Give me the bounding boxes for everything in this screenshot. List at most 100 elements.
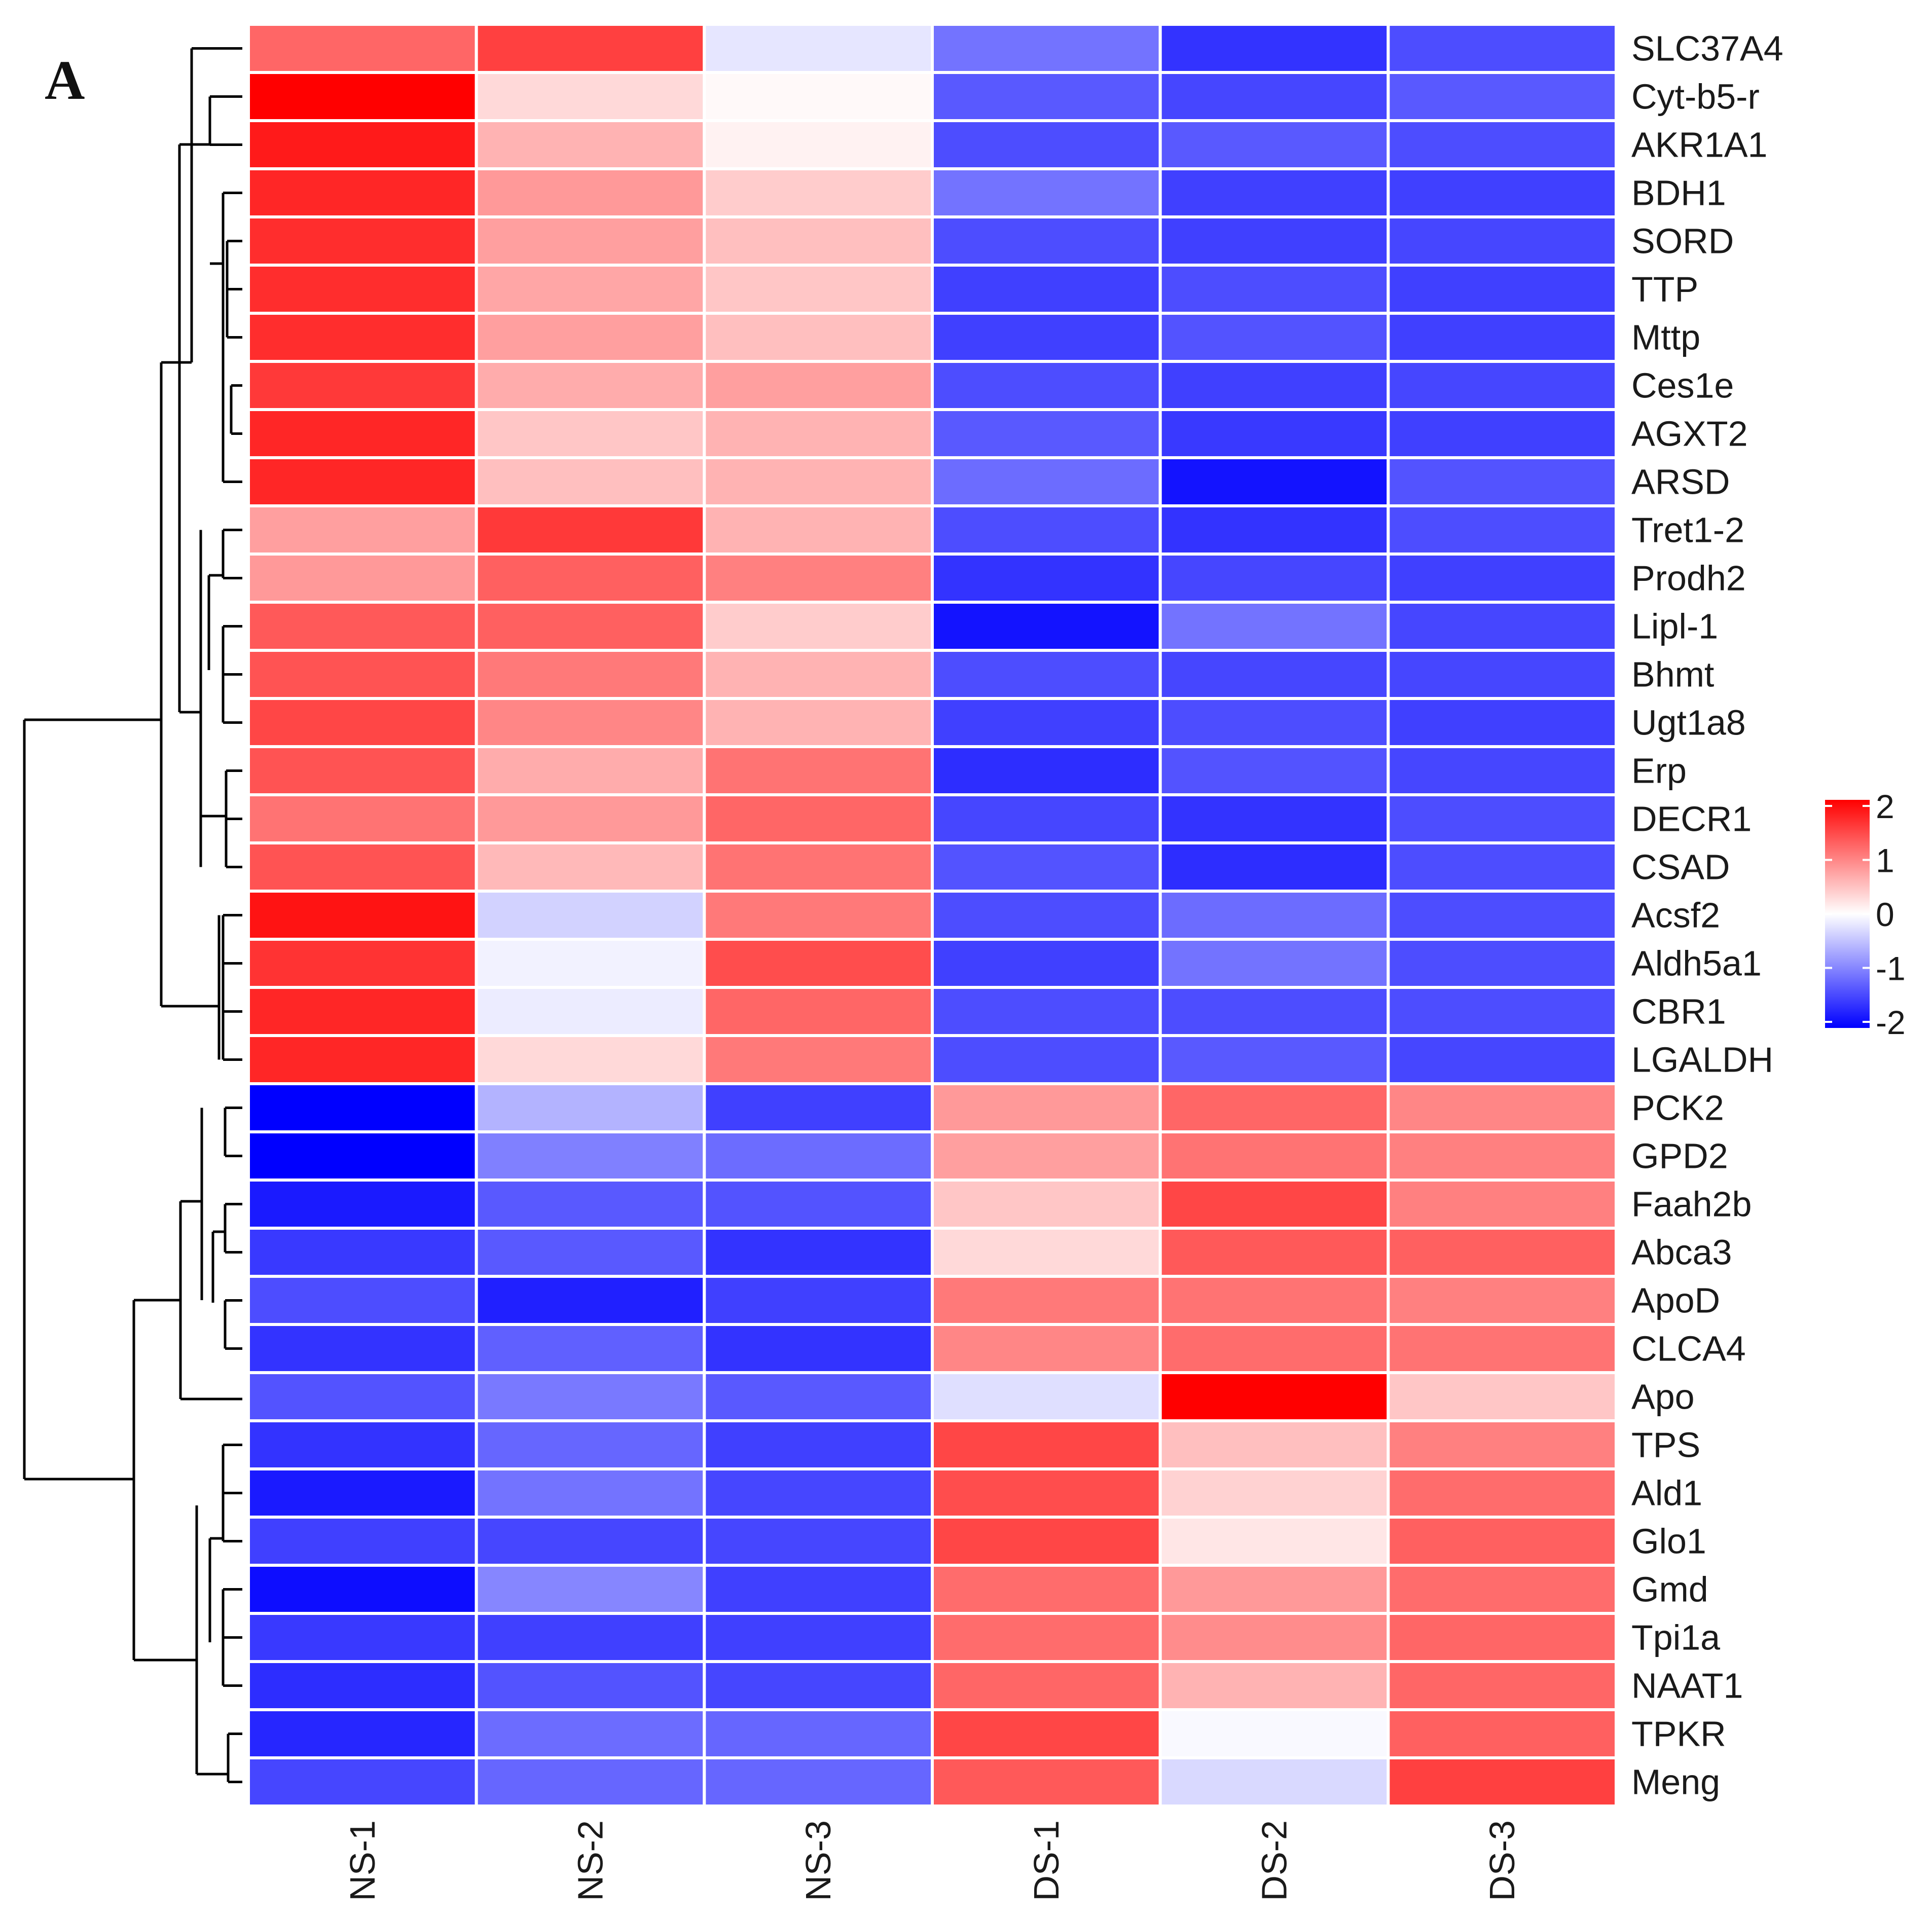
heatmap-cell-Faah2b-NS-3 — [703, 1179, 934, 1230]
heatmap-cell-TPKR-DS-2 — [1158, 1708, 1390, 1759]
heatmap-cell-Abca3-NS-2 — [475, 1227, 706, 1278]
heatmap-cell-PCK2-DS-3 — [1387, 1082, 1618, 1133]
heatmap-cell-AGXT2-DS-2 — [1158, 408, 1390, 459]
heatmap-cell-ARSD-DS-2 — [1158, 456, 1390, 507]
row-label: TPKR — [1631, 1714, 1726, 1754]
heatmap-cell-Erp-NS-2 — [475, 745, 706, 796]
heatmap-cell-Lipl-1-DS-2 — [1158, 601, 1390, 652]
heatmap-cell-Erp-NS-3 — [703, 745, 934, 796]
heatmap-cell-DECR1-DS-3 — [1387, 793, 1618, 844]
heatmap-cell-NAAT1-NS-2 — [475, 1660, 706, 1711]
heatmap-cell-Abca3-DS-2 — [1158, 1227, 1390, 1278]
heatmap-cell-Apo-NS-2 — [475, 1371, 706, 1422]
row-label: ApoD — [1631, 1281, 1720, 1320]
heatmap-cell-Apo-DS-2 — [1158, 1371, 1390, 1422]
heatmap-cell-Gmd-DS-3 — [1387, 1564, 1618, 1615]
heatmap-cell-GPD2-NS-3 — [703, 1130, 934, 1182]
heatmap-cell-ApoD-NS-3 — [703, 1275, 934, 1326]
heatmap-cell-AKR1A1-NS-1 — [247, 119, 478, 170]
row-label: Acsf2 — [1631, 896, 1720, 935]
heatmap-cell-ApoD-NS-2 — [475, 1275, 706, 1326]
heatmap-cell-Lipl-1-NS-3 — [703, 601, 934, 652]
heatmap-cell-CBR1-NS-3 — [703, 986, 934, 1037]
row-label: TTP — [1631, 270, 1698, 309]
heatmap-cell-SORD-NS-2 — [475, 215, 706, 267]
row-label: Abca3 — [1631, 1233, 1732, 1272]
heatmap-cell-SLC37A4-NS-2 — [475, 23, 706, 74]
heatmap-cell-Meng-NS-2 — [475, 1756, 706, 1808]
heatmap-cell-SORD-NS-1 — [247, 215, 478, 267]
heatmap-cell-Ugt1a8-DS-1 — [931, 697, 1162, 748]
heatmap-cell-BDH1-DS-1 — [931, 167, 1162, 218]
heatmap-cell-Glo1-NS-3 — [703, 1516, 934, 1567]
legend-tick-label: 0 — [1876, 896, 1894, 933]
heatmap-cell-Acsf2-NS-2 — [475, 890, 706, 941]
heatmap-cell-Glo1-DS-2 — [1158, 1516, 1390, 1567]
heatmap-cell-AKR1A1-NS-2 — [475, 119, 706, 170]
heatmap-cell-Mttp-NS-1 — [247, 312, 478, 363]
row-label: LGALDH — [1631, 1040, 1773, 1080]
heatmap-cell-SORD-DS-3 — [1387, 215, 1618, 267]
row-label: PCK2 — [1631, 1088, 1724, 1128]
heatmap-cell-Erp-DS-1 — [931, 745, 1162, 796]
heatmap-cell-Prodh2-NS-2 — [475, 553, 706, 604]
heatmap-cell-Meng-DS-3 — [1387, 1756, 1618, 1808]
heatmap-cell-BDH1-NS-1 — [247, 167, 478, 218]
heatmap-cell-Erp-DS-3 — [1387, 745, 1618, 796]
heatmap-cell-Tret1-2-NS-1 — [247, 504, 478, 556]
heatmap-cell-Meng-NS-3 — [703, 1756, 934, 1808]
heatmap-cell-Bhmt-DS-3 — [1387, 649, 1618, 700]
heatmap-cell-SLC37A4-DS-3 — [1387, 23, 1618, 74]
heatmap-cell-CLCA4-DS-2 — [1158, 1323, 1390, 1374]
heatmap-cell-TTP-DS-2 — [1158, 264, 1390, 315]
heatmap-cell-Gmd-NS-3 — [703, 1564, 934, 1615]
heatmap-cell-Cyt-b5-r-DS-1 — [931, 71, 1162, 122]
heatmap-cell-Bhmt-NS-3 — [703, 649, 934, 700]
heatmap-cell-Prodh2-DS-3 — [1387, 553, 1618, 604]
row-label: DECR1 — [1631, 799, 1752, 839]
heatmap-cell-TPS-NS-1 — [247, 1419, 478, 1470]
row-label: Mttp — [1631, 318, 1700, 357]
heatmap-cell-Ces1e-DS-2 — [1158, 360, 1390, 411]
heatmap-cell-PCK2-NS-1 — [247, 1082, 478, 1133]
heatmap-cell-Abca3-NS-3 — [703, 1227, 934, 1278]
heatmap-cell-GPD2-NS-1 — [247, 1130, 478, 1182]
heatmap-cell-Ugt1a8-DS-3 — [1387, 697, 1618, 748]
heatmap-cell-ApoD-DS-1 — [931, 1275, 1162, 1326]
heatmap-cell-DECR1-NS-2 — [475, 793, 706, 844]
heatmap-cell-Mttp-NS-2 — [475, 312, 706, 363]
heatmap-cell-Bhmt-NS-2 — [475, 649, 706, 700]
heatmap-cell-Erp-DS-2 — [1158, 745, 1390, 796]
heatmap-cell-ARSD-NS-3 — [703, 456, 934, 507]
heatmap-cell-Tret1-2-NS-2 — [475, 504, 706, 556]
heatmap-cell-CBR1-NS-1 — [247, 986, 478, 1037]
heatmap-cell-Abca3-DS-1 — [931, 1227, 1162, 1278]
row-label: AKR1A1 — [1631, 125, 1767, 165]
dendrogram-branches — [23, 47, 242, 1783]
heatmap-cell-CSAD-NS-2 — [475, 841, 706, 893]
heatmap-cell-Cyt-b5-r-DS-3 — [1387, 71, 1618, 122]
heatmap-cell-Lipl-1-DS-3 — [1387, 601, 1618, 652]
column-label: DS-3 — [1482, 1820, 1522, 1901]
heatmap-cell-Ugt1a8-DS-2 — [1158, 697, 1390, 748]
heatmap-cell-Lipl-1-DS-1 — [931, 601, 1162, 652]
heatmap-cell-Tret1-2-DS-1 — [931, 504, 1162, 556]
heatmap-cell-Acsf2-DS-3 — [1387, 890, 1618, 941]
heatmap-cell-Cyt-b5-r-NS-2 — [475, 71, 706, 122]
heatmap-cell-TTP-NS-1 — [247, 264, 478, 315]
heatmap-cell-PCK2-NS-2 — [475, 1082, 706, 1133]
heatmap-cell-CSAD-DS-2 — [1158, 841, 1390, 893]
heatmap-cell-ApoD-DS-2 — [1158, 1275, 1390, 1326]
heatmap-cell-DECR1-NS-1 — [247, 793, 478, 844]
heatmap-cell-LGALDH-NS-1 — [247, 1034, 478, 1085]
heatmap-cell-CSAD-DS-1 — [931, 841, 1162, 893]
heatmap-cell-TTP-NS-3 — [703, 264, 934, 315]
row-label: CBR1 — [1631, 992, 1726, 1032]
panel-letter: A — [45, 49, 85, 111]
heatmap-cell-SLC37A4-NS-1 — [247, 23, 478, 74]
heatmap-cell-NAAT1-DS-3 — [1387, 1660, 1618, 1711]
heatmap-cell-Aldh5a1-NS-3 — [703, 938, 934, 989]
heatmap-cell-GPD2-DS-3 — [1387, 1130, 1618, 1182]
heatmap-cell-AKR1A1-DS-3 — [1387, 119, 1618, 170]
